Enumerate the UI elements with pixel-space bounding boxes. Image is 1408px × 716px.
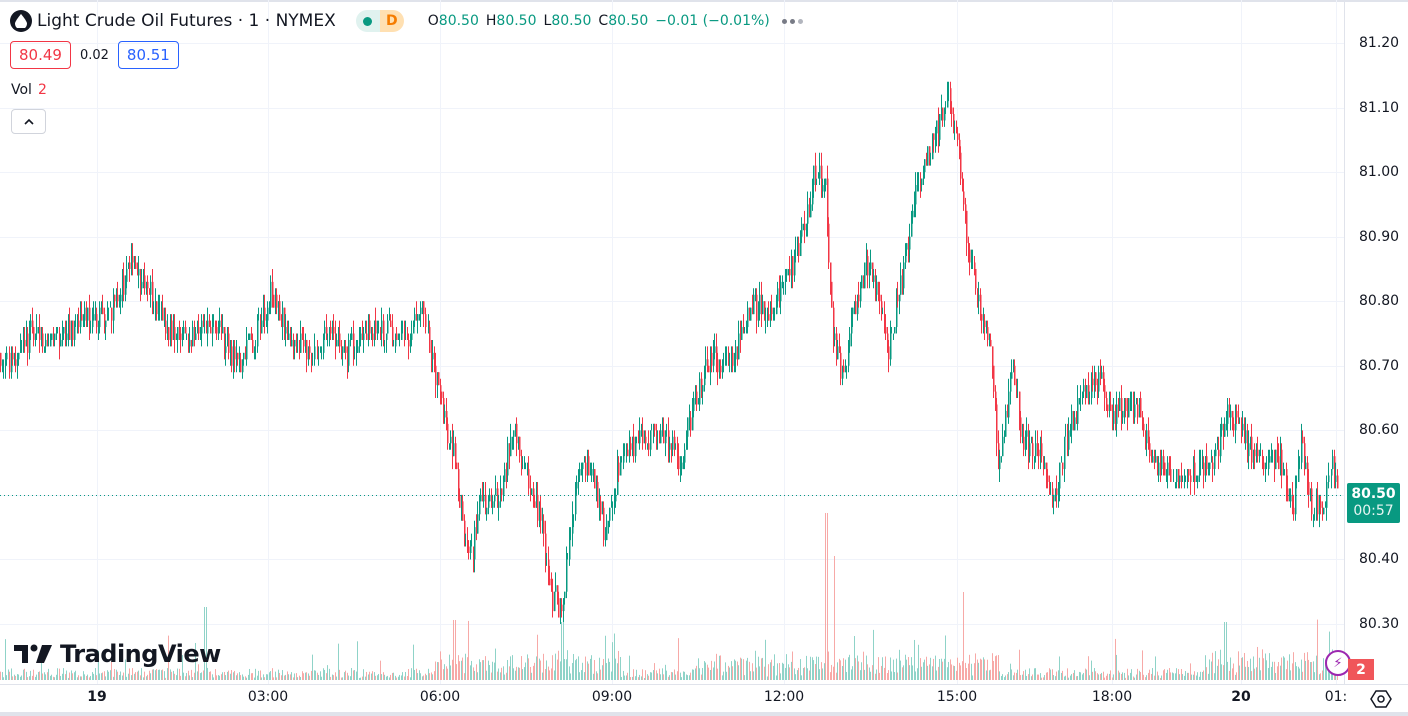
bottom-border xyxy=(0,712,1408,716)
time-axis-label: 06:00 xyxy=(419,689,461,705)
tradingview-logo[interactable]: TradingView xyxy=(14,640,221,668)
lightning-icon[interactable]: ⚡ xyxy=(1325,650,1351,676)
last-price: 80.50 xyxy=(1351,486,1396,502)
price-axis-label: 80.30 xyxy=(1359,616,1400,632)
price-axis-border xyxy=(1344,0,1345,684)
close-value: 80.50 xyxy=(608,13,649,29)
oil-drop-icon xyxy=(10,10,32,32)
time-axis-label: 20 xyxy=(1231,689,1251,705)
high-value: 80.50 xyxy=(496,13,537,29)
chart-legend: Light Crude Oil Futures · 1 · NYMEX D O8… xyxy=(10,8,803,34)
volume-value: 2 xyxy=(37,82,47,98)
price-axis-label: 80.70 xyxy=(1359,357,1400,374)
market-status-badge[interactable]: D xyxy=(355,10,404,32)
time-axis-border xyxy=(0,684,1408,685)
price-axis-label: 80.40 xyxy=(1359,551,1400,568)
time-axis-label: 09:00 xyxy=(591,689,633,705)
collapse-legend-button[interactable] xyxy=(11,109,46,134)
bar-countdown: 00:57 xyxy=(1353,503,1394,519)
delayed-badge: D xyxy=(379,10,404,32)
chevron-up-icon xyxy=(23,118,34,125)
market-open-dot-icon xyxy=(363,16,373,26)
more-options-icon[interactable] xyxy=(781,18,803,24)
price-axis-label: 80.90 xyxy=(1359,228,1400,245)
open-value: 80.50 xyxy=(438,13,479,29)
alerts-count-badge[interactable]: 2 xyxy=(1348,659,1374,680)
last-price-tag: 80.50 00:57 xyxy=(1347,483,1400,523)
time-axis-label: 03:00 xyxy=(247,689,289,705)
change-value: −0.01 (−0.01%) xyxy=(655,13,770,29)
price-axis-label: 80.80 xyxy=(1359,293,1400,310)
time-axis-label: 12:00 xyxy=(763,689,805,705)
top-border xyxy=(0,0,1408,2)
buy-button[interactable]: 80.51 xyxy=(117,41,179,69)
spread-value: 0.02 xyxy=(79,47,109,63)
price-axis-label: 81.10 xyxy=(1359,99,1400,116)
time-axis-label: 18:00 xyxy=(1091,689,1133,705)
price-axis-label: 80.60 xyxy=(1359,422,1400,439)
sell-button[interactable]: 80.49 xyxy=(10,41,71,69)
price-axis-label: 81.20 xyxy=(1359,35,1400,51)
tradingview-logo-icon xyxy=(14,644,52,663)
price-axis-label: 81.00 xyxy=(1359,164,1400,181)
bid-ask-panel: 80.49 0.02 80.51 xyxy=(10,41,179,69)
ohlc-values: O80.50 H80.50 L80.50 C80.50 −0.01 (−0.01… xyxy=(427,13,770,29)
time-axis-label: 19 xyxy=(87,689,107,705)
time-axis-label: 15:00 xyxy=(936,689,978,705)
volume-legend: Vol 2 xyxy=(11,82,47,98)
settings-icon[interactable] xyxy=(1370,688,1392,710)
time-axis-label: 01: xyxy=(1324,689,1348,705)
low-value: 80.50 xyxy=(551,13,592,29)
symbol-title[interactable]: Light Crude Oil Futures · 1 · NYMEX xyxy=(37,11,336,31)
